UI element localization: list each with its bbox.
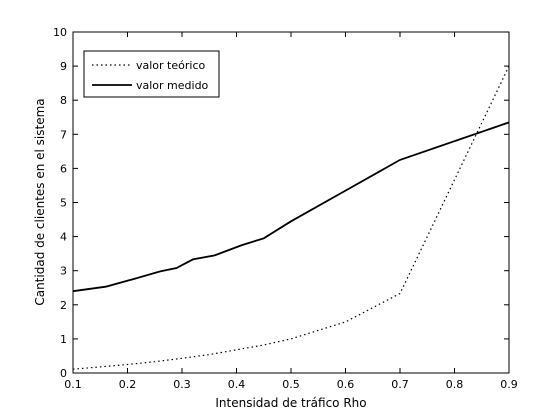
x-tick-label: 0.7 [391,378,409,391]
y-tick-label: 9 [60,60,67,73]
y-tick-label: 3 [60,265,67,278]
x-tick-label: 0.8 [446,378,464,391]
y-tick-label: 8 [60,94,67,107]
x-tick-label: 0.2 [119,378,137,391]
y-tick-label: 6 [60,162,67,175]
series-line-valor-teorico [72,65,510,370]
y-tick-label: 5 [60,197,67,210]
y-axis-label: Cantidad de clientes en el sistema [33,98,47,305]
y-tick-label: 2 [60,299,67,312]
y-tick-label: 0 [60,367,67,380]
legend-label: valor medido [136,79,209,92]
x-tick-label: 0.4 [228,378,246,391]
legend-label: valor teórico [136,59,205,72]
x-tick-label: 0.6 [337,378,355,391]
x-tick-label: 0.3 [173,378,191,391]
y-tick-label: 1 [60,333,67,346]
y-tick-label: 4 [60,231,67,244]
y-tick-label: 7 [60,128,67,141]
x-tick-label: 0.9 [500,378,518,391]
x-tick-label: 0.5 [282,378,300,391]
series-line-valor-medido [72,121,510,293]
x-tick-label: 0.1 [64,378,82,391]
legend-box [83,50,220,98]
x-axis-label: Intensidad de tráfico Rho [215,396,366,410]
y-tick-label: 10 [53,26,67,39]
